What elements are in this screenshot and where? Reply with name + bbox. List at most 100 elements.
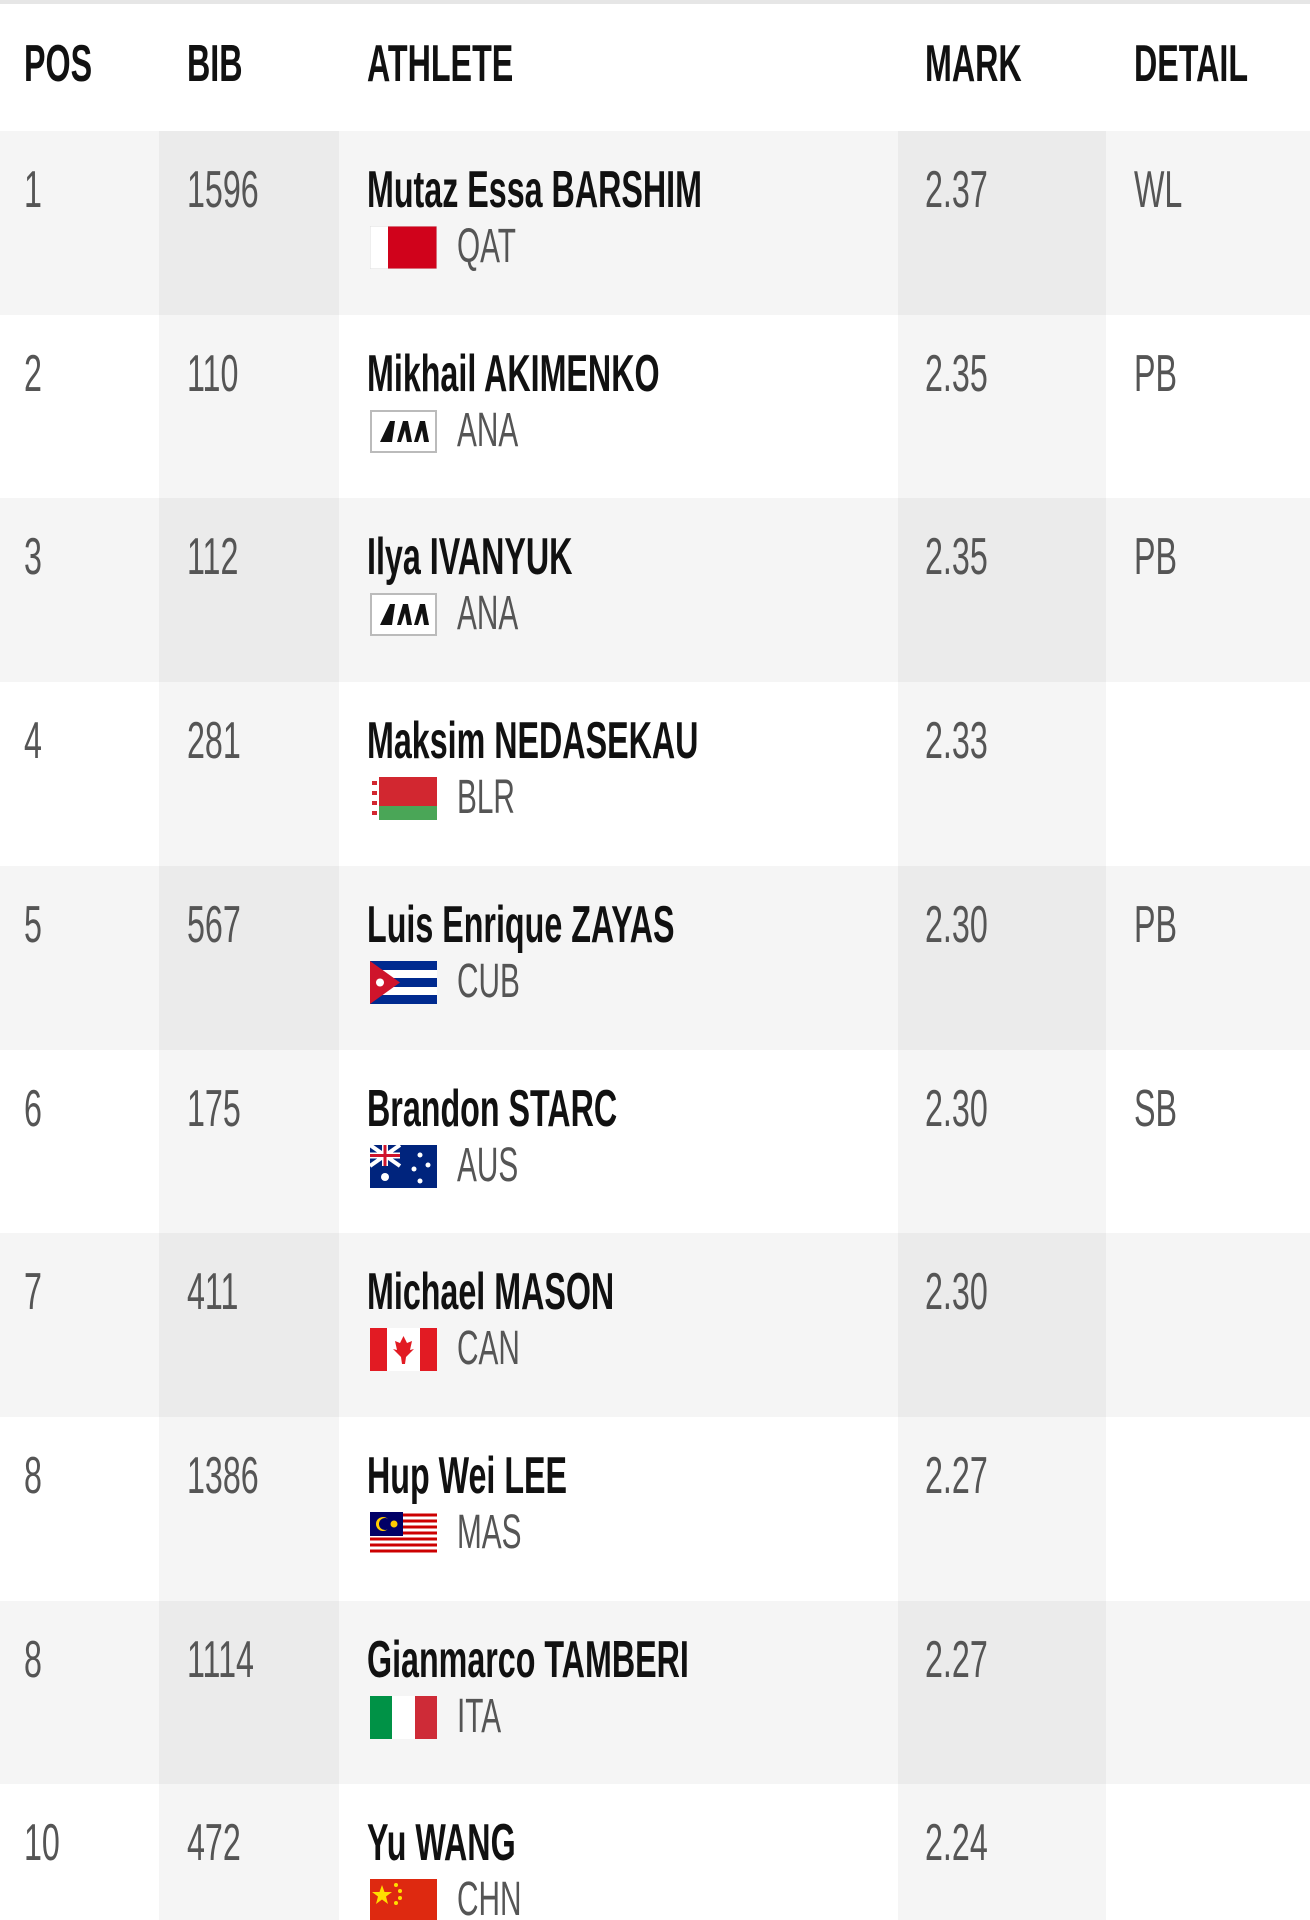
country-code: MAS: [457, 1505, 522, 1559]
athlete-name: Brandon STARC: [367, 1079, 618, 1138]
flag-icon: [370, 226, 437, 269]
flag-icon: [370, 409, 437, 453]
athlete-name: Michael MASON: [367, 1263, 615, 1322]
flag-icon: [370, 1511, 437, 1555]
flag-icon: [370, 960, 437, 1004]
mark-column-shade: [898, 865, 1106, 1050]
athlete-name: Gianmarco TAMBERI: [367, 1630, 689, 1689]
mark: 2.24: [925, 1814, 988, 1873]
flag-icon: [370, 1879, 437, 1920]
athlete-name: Ilya IVANYUK: [367, 528, 573, 587]
mark: 2.27: [925, 1446, 988, 1505]
mark-column-shade: [898, 1416, 1106, 1602]
detail: PB: [1134, 344, 1178, 403]
top-border: [0, 0, 1310, 4]
mark-column-shade: [898, 1784, 1106, 1920]
flag-icon: [370, 777, 437, 821]
mark: 2.35: [925, 344, 988, 403]
bib-number: 1386: [187, 1446, 259, 1505]
bib-number: 175: [187, 1079, 241, 1138]
position: 8: [24, 1446, 42, 1505]
position: 6: [24, 1079, 42, 1138]
result-row: 8 1386 Hup Wei LEE MAS 2.27: [0, 1416, 1310, 1602]
position: 2: [24, 344, 42, 403]
position: 4: [24, 712, 42, 771]
athlete-name: Mikhail AKIMENKO: [367, 344, 660, 403]
bib-number: 110: [187, 344, 239, 403]
country-code: CUB: [457, 954, 520, 1008]
position: 5: [24, 895, 42, 954]
mark-column-shade: [898, 682, 1106, 867]
bib-number: 567: [187, 895, 241, 954]
mark: 2.30: [925, 1263, 988, 1322]
result-row: 4 281 Maksim NEDASEKAU BLR 2.33: [0, 682, 1310, 867]
bib-column-shade: [159, 1233, 339, 1418]
result-row: 10 472 Yu WANG CHN 2.24: [0, 1784, 1310, 1920]
country-code: QAT: [457, 220, 516, 273]
position: 7: [24, 1263, 42, 1322]
bib-column-shade: [159, 865, 339, 1050]
mark: 2.27: [925, 1630, 988, 1689]
result-row: 6 175 Brandon STARC AUS 2.30 SB: [0, 1049, 1310, 1234]
mark-column-shade: [898, 1233, 1106, 1418]
position: 10: [24, 1814, 60, 1873]
bib-column-shade: [159, 131, 339, 316]
bib-number: 1596: [187, 161, 259, 219]
country-code: CAN: [457, 1322, 520, 1376]
bib-number: 411: [187, 1263, 239, 1322]
mark: 2.35: [925, 528, 988, 587]
athlete-name: Mutaz Essa BARSHIM: [367, 161, 702, 219]
bib-column-shade: [159, 1416, 339, 1602]
flag-icon: [370, 1144, 437, 1188]
result-row: 7 411 Michael MASON CAN 2.30: [0, 1233, 1310, 1418]
result-row: 2 110 Mikhail AKIMENKO ANA 2.35 PB: [0, 314, 1310, 499]
flag-icon: [370, 1695, 437, 1739]
result-row: 3 112 Ilya IVANYUK ANA 2.35 PB: [0, 498, 1310, 683]
country-code: BLR: [457, 771, 515, 825]
flag-icon: [370, 1328, 437, 1372]
bib-column-shade: [159, 1600, 339, 1785]
bib-number: 281: [187, 712, 241, 771]
result-row: 8 1114 Gianmarco TAMBERI ITA 2.27: [0, 1600, 1310, 1785]
position: 1: [24, 161, 42, 219]
bib-number: 1114: [187, 1630, 254, 1689]
country-code: ANA: [457, 403, 519, 457]
mark: 2.33: [925, 712, 988, 771]
pos-header: POS: [24, 35, 93, 93]
country-code: CHN: [457, 1873, 522, 1920]
mark: 2.37: [925, 161, 988, 219]
bib-column-shade: [159, 314, 339, 499]
position: 3: [24, 528, 42, 587]
detail: SB: [1134, 1079, 1178, 1138]
bib-header: BIB: [187, 35, 243, 93]
bib-column-shade: [159, 1784, 339, 1920]
mark-column-shade: [898, 498, 1106, 683]
country-code: ITA: [457, 1689, 502, 1743]
mark-column-shade: [898, 131, 1106, 316]
detail: PB: [1134, 895, 1178, 954]
flag-icon: [370, 593, 437, 637]
detail-header: DETAIL: [1134, 35, 1249, 93]
athlete-name: Maksim NEDASEKAU: [367, 712, 699, 771]
mark: 2.30: [925, 895, 988, 954]
bib-column-shade: [159, 1049, 339, 1234]
athlete-name: Yu WANG: [367, 1814, 516, 1873]
position: 8: [24, 1630, 42, 1689]
detail: PB: [1134, 528, 1178, 587]
country-code: ANA: [457, 587, 519, 641]
bib-number: 112: [187, 528, 239, 587]
athlete-name: Luis Enrique ZAYAS: [367, 895, 675, 954]
mark-column-shade: [898, 314, 1106, 499]
result-row: 5 567 Luis Enrique ZAYAS CUB 2.30 PB: [0, 865, 1310, 1050]
bib-number: 472: [187, 1814, 241, 1873]
mark: 2.30: [925, 1079, 988, 1138]
country-code: AUS: [457, 1138, 519, 1192]
bib-column-shade: [159, 498, 339, 683]
mark-column-shade: [898, 1049, 1106, 1234]
bib-column-shade: [159, 682, 339, 867]
detail: WL: [1134, 161, 1183, 219]
mark-header: MARK: [925, 35, 1022, 93]
athlete-name: Hup Wei LEE: [367, 1446, 568, 1505]
